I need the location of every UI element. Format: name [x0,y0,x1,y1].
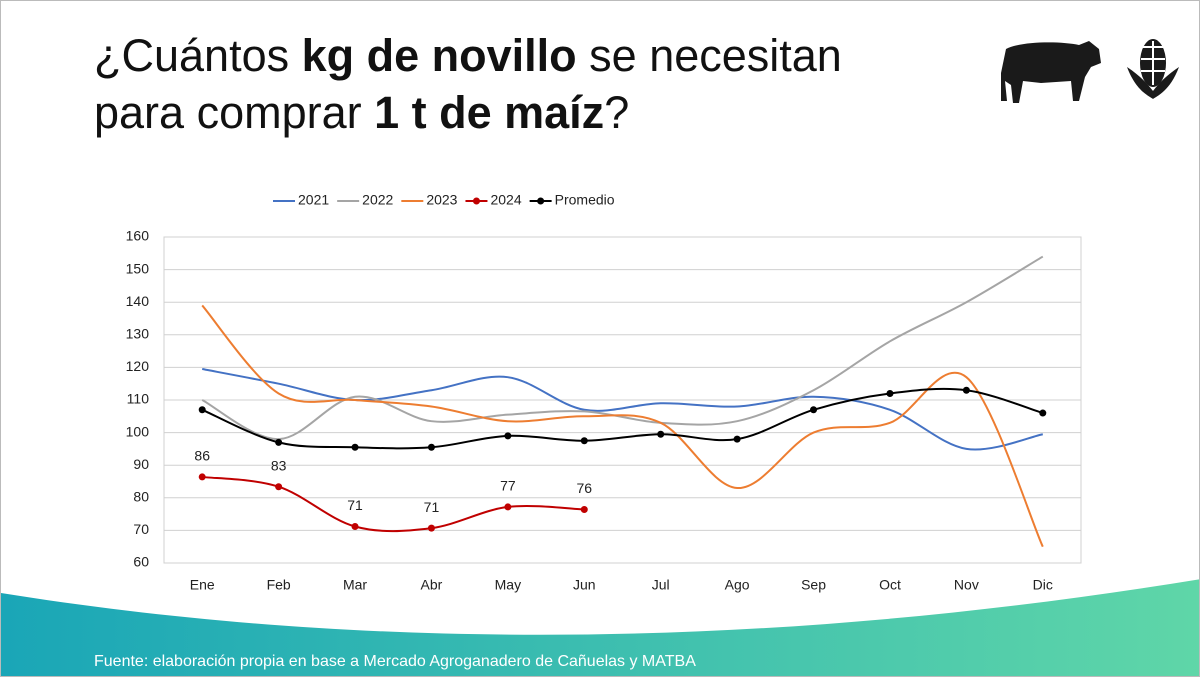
legend-label: 2022 [362,192,393,208]
y-tick-label: 90 [133,456,149,472]
title-part: ? [604,87,630,138]
title-part: para comprar [94,87,375,138]
legend-label: 2021 [298,192,329,208]
y-tick-label: 160 [126,228,150,244]
data-point [504,503,512,511]
y-tick-label: 80 [133,489,149,505]
legend-marker [472,197,480,205]
data-point [1039,409,1047,417]
legend-label: 2023 [426,192,457,208]
data-point [810,406,818,414]
y-tick-label: 70 [133,521,149,537]
data-point [198,473,206,481]
footer-wave [1,579,1199,676]
x-tick-label: Jul [652,577,670,593]
corn-icon [1127,39,1179,99]
data-point [657,430,665,438]
y-tick-label: 100 [126,423,150,439]
legend-label: 2024 [490,192,521,208]
data-point [580,506,588,514]
x-tick-label: Jun [573,577,596,593]
y-tick-label: 130 [126,326,150,342]
data-point [351,443,359,451]
source-note: Fuente: elaboración propia en base a Mer… [94,653,696,670]
title: ¿Cuántos kg de novillo se necesitan para … [94,27,842,141]
data-point [886,389,894,397]
data-point [198,406,206,414]
x-tick-label: Nov [954,577,979,593]
title-part: se necesitan [576,30,842,81]
legend-marker [537,197,545,205]
data-point [427,524,435,532]
y-tick-label: 120 [126,358,150,374]
x-tick-label: Feb [267,577,291,593]
x-tick-label: Oct [879,577,901,593]
data-label: 77 [500,478,516,494]
title-line: para comprar 1 t de maíz? [94,84,842,141]
y-tick-label: 140 [126,293,150,309]
x-tick-label: May [495,577,521,593]
title-part: kg de novillo [301,30,577,81]
legend-label: Promedio [555,192,615,208]
data-point [580,437,588,445]
data-point [351,522,359,530]
data-point [733,435,741,443]
x-tick-label: Ene [190,577,215,593]
data-point [962,386,970,394]
x-tick-label: Abr [421,577,443,593]
x-tick-label: Dic [1033,577,1053,593]
x-tick-label: Ago [725,577,750,593]
y-tick-label: 60 [133,554,149,570]
y-tick-label: 150 [126,260,150,276]
series-line [202,475,585,533]
data-label: 71 [424,499,440,515]
series-line [201,304,1044,548]
data-label: 71 [347,497,363,513]
x-tick-label: Mar [343,577,367,593]
data-point [275,483,283,491]
y-tick-label: 110 [127,391,150,407]
data-point [275,438,283,446]
data-label: 86 [194,448,210,464]
title-part: 1 t de maíz [374,87,605,138]
title-line: ¿Cuántos kg de novillo se necesitan [94,27,842,84]
cow-icon [1001,41,1101,103]
series-line [201,387,1044,450]
series-line [201,255,1044,441]
data-point [427,443,435,451]
data-point [504,432,512,440]
x-tick-label: Sep [801,577,826,593]
data-label: 83 [271,457,287,473]
data-label: 76 [577,480,593,496]
title-part: ¿Cuántos [94,30,302,81]
